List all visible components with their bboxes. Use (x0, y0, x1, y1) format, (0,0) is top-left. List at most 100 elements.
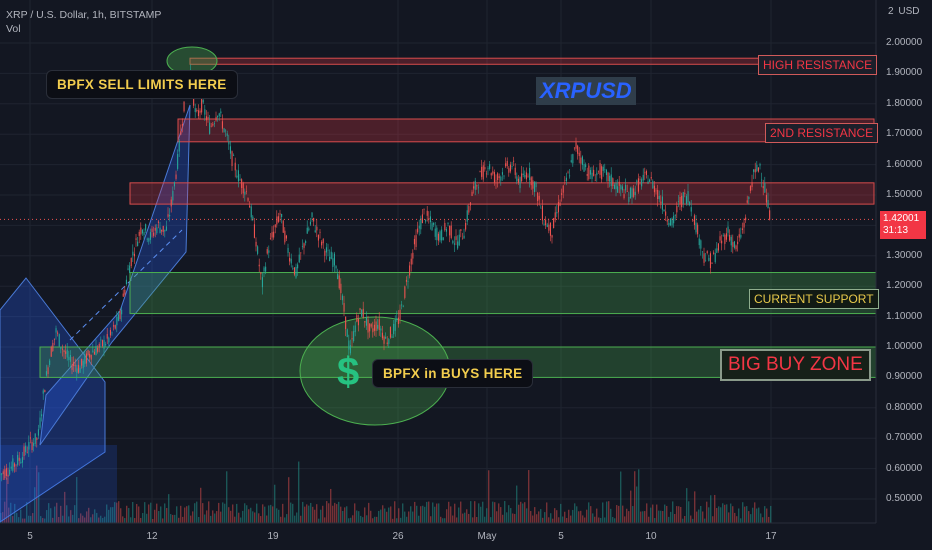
volume-bar (492, 501, 494, 523)
volume-bar (558, 517, 560, 523)
candle-body-down (258, 264, 260, 267)
currency-selector[interactable]: 2 USD (888, 6, 921, 17)
candle-body-down (417, 228, 419, 233)
volume-bar (224, 503, 226, 523)
volume-bar (592, 513, 594, 523)
candle-body-up (570, 160, 572, 163)
candle-body-down (13, 463, 15, 467)
volume-bar (392, 518, 394, 523)
volume-bar (602, 502, 604, 523)
candle-body-up (441, 229, 443, 241)
volume-bar (358, 511, 360, 523)
symbol-title[interactable]: XRP / U.S. Dollar, 1h, BITSTAMP (6, 9, 162, 21)
volume-bar (2, 512, 4, 523)
volume-bar (634, 471, 636, 523)
volume-bar (342, 510, 344, 523)
candle-body-up (649, 179, 651, 182)
volume-bar (144, 502, 146, 523)
candle-body-up (628, 197, 630, 202)
volume-bar (274, 484, 276, 523)
candle-body-up (439, 231, 441, 241)
candle-body-up (716, 248, 718, 253)
candle-body-up (305, 241, 307, 243)
candle-body-down (538, 195, 540, 200)
candle-body-down (676, 205, 678, 213)
candle-body-up (569, 175, 571, 177)
volume-bar (720, 507, 722, 523)
volume-bar (132, 501, 134, 523)
candle-body-down (681, 195, 683, 208)
volume-bar (600, 517, 602, 523)
volume-bar (486, 508, 488, 523)
volume-bar (216, 511, 218, 523)
candle-body-down (498, 176, 500, 178)
candle-body-down (285, 235, 287, 239)
candle-body-down (645, 171, 647, 175)
candle-body-up (76, 368, 78, 374)
volume-bar (578, 511, 580, 523)
volume-bar (596, 508, 598, 523)
volume-bar (168, 494, 170, 523)
candle-body-down (746, 200, 748, 203)
candle-body-up (674, 215, 676, 216)
candle-body-down (372, 328, 374, 333)
volume-bar (726, 504, 728, 523)
candle-body-up (265, 266, 267, 272)
candle-body-down (751, 182, 753, 188)
volume-bar (280, 516, 282, 523)
volume-bar (310, 502, 312, 523)
volume-bar (8, 507, 10, 523)
candle-body-down (266, 249, 268, 254)
volume-bar (296, 512, 298, 523)
candle-body-up (121, 309, 123, 315)
volume-bar (552, 518, 554, 523)
volume-bar (762, 517, 764, 523)
y-tick-label: 1.50000 (886, 189, 923, 200)
volume-bar (700, 505, 702, 523)
volume-bar (70, 510, 72, 523)
candle-body-up (28, 442, 30, 450)
volume-bar (770, 505, 772, 523)
candle-body-up (12, 458, 14, 471)
candle-body-up (308, 228, 310, 231)
volume-bar (640, 511, 642, 523)
ticker-label: XRPUSD (536, 77, 636, 105)
volume-bar (318, 518, 320, 523)
candle-body-up (522, 173, 524, 175)
volume-bar (704, 518, 706, 523)
candle-body-up (685, 196, 687, 204)
candle-body-up (335, 266, 337, 269)
volume-bar (90, 517, 92, 523)
volume-indicator-label[interactable]: Vol (6, 23, 21, 35)
candle-body-down (197, 110, 199, 117)
candle-body-down (564, 180, 566, 181)
candle-body-down (517, 178, 519, 183)
volume-bar (496, 511, 498, 523)
candle-body-up (55, 328, 57, 333)
candle-body-down (93, 351, 95, 355)
volume-bar (118, 501, 120, 523)
candle-body-up (0, 473, 1, 475)
candle-body-down (181, 123, 183, 126)
candle-body-up (117, 314, 119, 321)
candle-body-up (329, 256, 331, 262)
candle-body-down (460, 229, 462, 231)
y-tick-label: 1.00000 (886, 341, 923, 352)
candle-body-up (436, 227, 438, 240)
candle-body-up (546, 224, 548, 228)
volume-bar (156, 503, 158, 523)
volume-bar (680, 506, 682, 523)
volume-bar (768, 516, 770, 523)
candle-body-down (138, 231, 140, 236)
candle-body-down (471, 191, 473, 196)
candle-body-up (474, 180, 476, 190)
y-tick-label: 1.90000 (886, 67, 923, 79)
candle-body-down (509, 164, 511, 172)
volume-bar (96, 512, 98, 523)
candle-body-up (177, 154, 179, 169)
volume-bar (696, 511, 698, 523)
volume-bar (540, 509, 542, 523)
volume-bar (604, 517, 606, 523)
volume-bar (88, 507, 90, 523)
volume-bar (120, 508, 122, 523)
